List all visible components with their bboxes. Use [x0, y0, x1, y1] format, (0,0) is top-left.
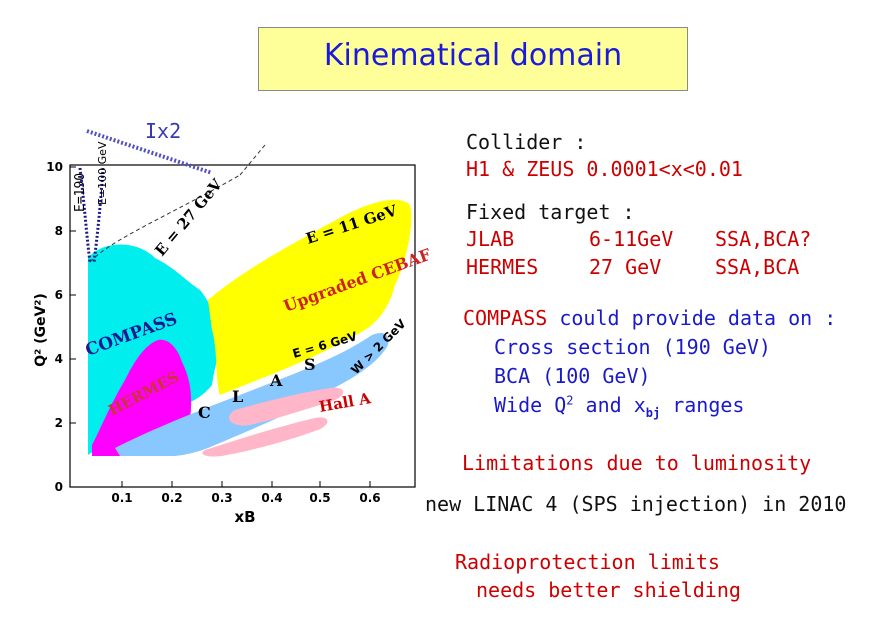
ix2-line: [86, 129, 213, 175]
e100-label: E=100 GeV: [96, 141, 109, 205]
hermes-label: HERMES: [466, 255, 539, 279]
fixed-target-label: Fixed target :: [466, 200, 635, 224]
compass-word: COMPASS: [463, 306, 548, 330]
hall-a-region-1: [229, 387, 344, 426]
hall-a-region-2: [202, 417, 328, 457]
clas-letter-l: L: [232, 387, 243, 406]
y-axis-title: Q² (GeV²): [33, 293, 49, 367]
shielding-text: needs better shielding: [476, 578, 741, 602]
x-tick-0.3: 0.3: [211, 491, 232, 505]
clas-letter-s: S: [304, 355, 316, 374]
cebaf-region: [208, 199, 412, 395]
jlab-label: JLAB: [466, 227, 515, 251]
clas-letter-a: A: [269, 371, 283, 390]
hermes-energy: 27 GeV: [589, 255, 662, 279]
clas-letter-c: C: [198, 403, 211, 422]
y-tick-2: 2: [55, 416, 63, 430]
e190-label: E=190: [73, 173, 88, 212]
radioprotection-text: Radioprotection limits: [455, 550, 720, 574]
title-box: [258, 27, 688, 91]
x-axis: 0.1 0.2 0.3 0.4 0.5 0.6: [111, 481, 381, 505]
jlab-energy: 6-11GeV: [589, 227, 674, 251]
x-tick-0.4: 0.4: [261, 491, 282, 505]
compass-item-bca: BCA (100 GeV): [494, 364, 651, 388]
jlab-observables: SSA,BCA?: [715, 227, 812, 251]
compass-line: COMPASS could provide data on :: [463, 306, 836, 330]
compass-item-wide-range: Wide Q2 and xbj ranges: [494, 393, 745, 420]
x-tick-0.5: 0.5: [309, 491, 330, 505]
linac-text: new LINAC 4 (SPS injection) in 2010: [425, 492, 847, 516]
ix2-label: Ix2: [145, 119, 181, 143]
clas-region: [115, 333, 389, 456]
y-tick-4: 4: [55, 352, 63, 366]
page-title: Kinematical domain: [323, 38, 623, 73]
compass-item-cross-section: Cross section (190 GeV): [494, 335, 771, 359]
y-tick-8: 8: [55, 224, 63, 238]
y-tick-10: 10: [46, 160, 63, 174]
x-tick-0.1: 0.1: [111, 491, 132, 505]
collider-label: Collider :: [466, 130, 587, 154]
y-axis: 0 2 4 6 8 10: [46, 160, 76, 494]
limitations-text: Limitations due to luminosity: [462, 451, 812, 475]
x-axis-title: xB: [234, 508, 255, 526]
collider-detail: H1 & ZEUS 0.0001<x<0.01: [466, 157, 743, 181]
hermes-observables: SSA,BCA: [715, 255, 800, 279]
y-tick-0: 0: [55, 480, 63, 494]
x-tick-0.2: 0.2: [161, 491, 182, 505]
x-tick-0.6: 0.6: [359, 491, 380, 505]
y-tick-6: 6: [55, 288, 63, 302]
compass-rest: could provide data on :: [559, 306, 837, 330]
